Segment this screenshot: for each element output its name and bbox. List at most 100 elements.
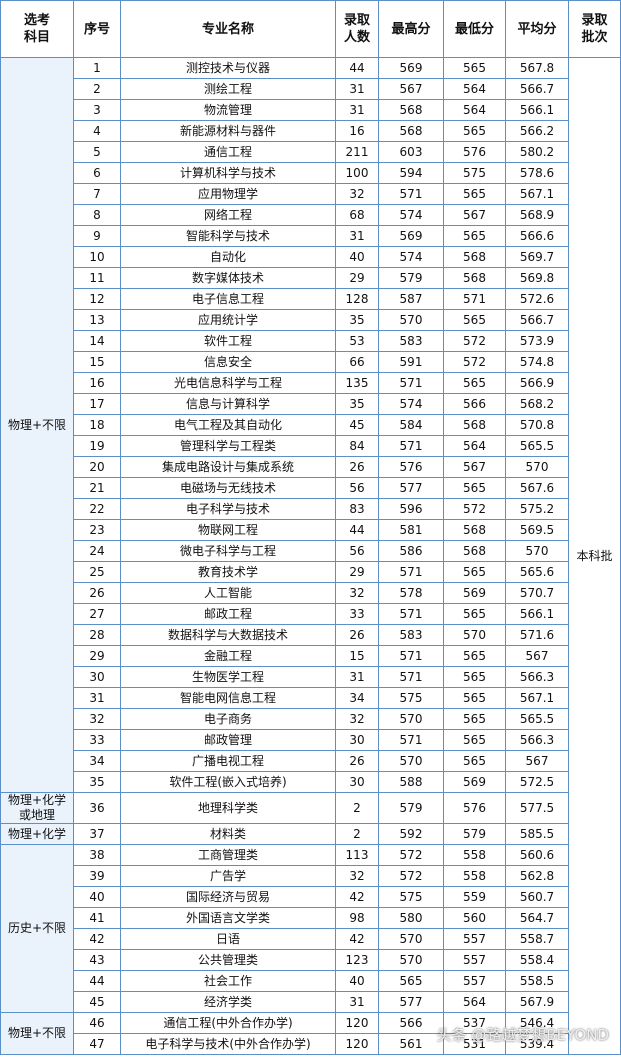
cell: 568 [378, 99, 444, 121]
subject-cell: 物理+不限 [0, 57, 74, 793]
cell: 32 [335, 708, 379, 730]
cell: 32 [335, 183, 379, 205]
cell: 565 [443, 561, 506, 583]
table-row: 4 新能源材料与器件 16 568 565 566.2 [1, 120, 621, 142]
cell: 43 [73, 949, 121, 971]
cell: 567 [505, 645, 569, 667]
cell: 565 [443, 729, 506, 751]
table-row: 31 智能电网信息工程 34 575 565 567.1 [1, 687, 621, 709]
cell: 30 [73, 666, 121, 688]
cell: 566 [443, 393, 506, 415]
cell: 557 [443, 949, 506, 971]
cell: 广播电视工程 [120, 750, 336, 772]
cell: 3 [73, 99, 121, 121]
table-row: 41 外国语言文学类 98 580 560 564.7 [1, 907, 621, 929]
cell: 572 [443, 351, 506, 373]
cell: 588 [378, 771, 444, 793]
cell: 565 [443, 372, 506, 394]
cell: 微电子科学与工程 [120, 540, 336, 562]
cell: 539.4 [505, 1033, 569, 1055]
cell: 98 [335, 907, 379, 929]
table-row: 物理+不限 46 通信工程(中外合作办学) 120 566 537 546.4 [0, 1012, 621, 1055]
cell: 570 [443, 624, 506, 646]
cell: 565 [443, 225, 506, 247]
cell: 120 [335, 1033, 379, 1055]
cell: 578.6 [505, 162, 569, 184]
cell: 570 [505, 540, 569, 562]
cell: 560.6 [505, 844, 569, 866]
cell: 558 [443, 844, 506, 866]
cell: 26 [73, 582, 121, 604]
cell: 572 [443, 330, 506, 352]
cell: 579 [378, 792, 444, 824]
table-row: 10 自动化 40 574 568 569.7 [1, 246, 621, 268]
cell: 587 [378, 288, 444, 310]
cell: 40 [335, 246, 379, 268]
cell: 地理科学类 [120, 792, 336, 824]
cell: 2 [335, 792, 379, 824]
cell: 人工智能 [120, 582, 336, 604]
cell: 565 [443, 57, 506, 79]
cell: 31 [335, 991, 379, 1013]
table-row: 29 金融工程 15 571 565 567 [1, 645, 621, 667]
cell: 13 [73, 309, 121, 331]
table-row: 7 应用物理学 32 571 565 567.1 [1, 183, 621, 205]
cell: 565 [443, 477, 506, 499]
cell: 测绘工程 [120, 78, 336, 100]
cell: 42 [335, 928, 379, 950]
cell: 管理科学与工程类 [120, 435, 336, 457]
cell: 56 [335, 540, 379, 562]
cell: 566.3 [505, 666, 569, 688]
cell: 11 [73, 267, 121, 289]
cell: 新能源材料与器件 [120, 120, 336, 142]
cell: 邮政管理 [120, 729, 336, 751]
cell: 32 [335, 582, 379, 604]
cell: 光电信息科学与工程 [120, 372, 336, 394]
cell: 45 [335, 414, 379, 436]
cell: 38 [73, 844, 121, 866]
cell: 575 [378, 687, 444, 709]
cell: 570.7 [505, 582, 569, 604]
cell: 566.6 [505, 225, 569, 247]
cell: 566.1 [505, 603, 569, 625]
cell: 586 [378, 540, 444, 562]
cell: 电子商务 [120, 708, 336, 730]
cell: 581 [378, 519, 444, 541]
header-cell: 最低分 [443, 0, 506, 58]
cell: 29 [73, 645, 121, 667]
cell: 46 [73, 1012, 121, 1034]
cell: 32 [335, 865, 379, 887]
cell: 1 [73, 57, 121, 79]
cell: 575.2 [505, 498, 569, 520]
cell: 584 [378, 414, 444, 436]
cell: 19 [73, 435, 121, 457]
cell: 577.5 [505, 792, 569, 824]
cell: 592 [378, 823, 444, 845]
cell: 测控技术与仪器 [120, 57, 336, 79]
cell: 8 [73, 204, 121, 226]
cell: 15 [335, 645, 379, 667]
cell: 29 [335, 561, 379, 583]
cell: 572.6 [505, 288, 569, 310]
table-row: 15 信息安全 66 591 572 574.8 [1, 351, 621, 373]
cell: 557 [443, 928, 506, 950]
cell: 金融工程 [120, 645, 336, 667]
cell: 567.6 [505, 477, 569, 499]
cell: 30 [335, 771, 379, 793]
cell: 14 [73, 330, 121, 352]
cell: 网络工程 [120, 204, 336, 226]
cell: 材料类 [120, 823, 336, 845]
cell: 591 [378, 351, 444, 373]
cell: 34 [73, 750, 121, 772]
header-cell: 选考 科目 [0, 0, 74, 58]
cell: 577 [378, 991, 444, 1013]
table-row: 42 日语 42 570 557 558.7 [1, 928, 621, 950]
table-row: 物理+化学 或地理 36 地理科学类 2 579 576 577.5 [0, 792, 621, 824]
watermark: 头条 @路越梦想BEYOND [436, 1026, 609, 1044]
cell: 广告学 [120, 865, 336, 887]
header-cell: 平均分 [505, 0, 569, 58]
table-row: 24 微电子科学与工程 56 586 568 570 [1, 540, 621, 562]
cell: 邮政工程 [120, 603, 336, 625]
cell: 15 [73, 351, 121, 373]
cell: 566.7 [505, 78, 569, 100]
